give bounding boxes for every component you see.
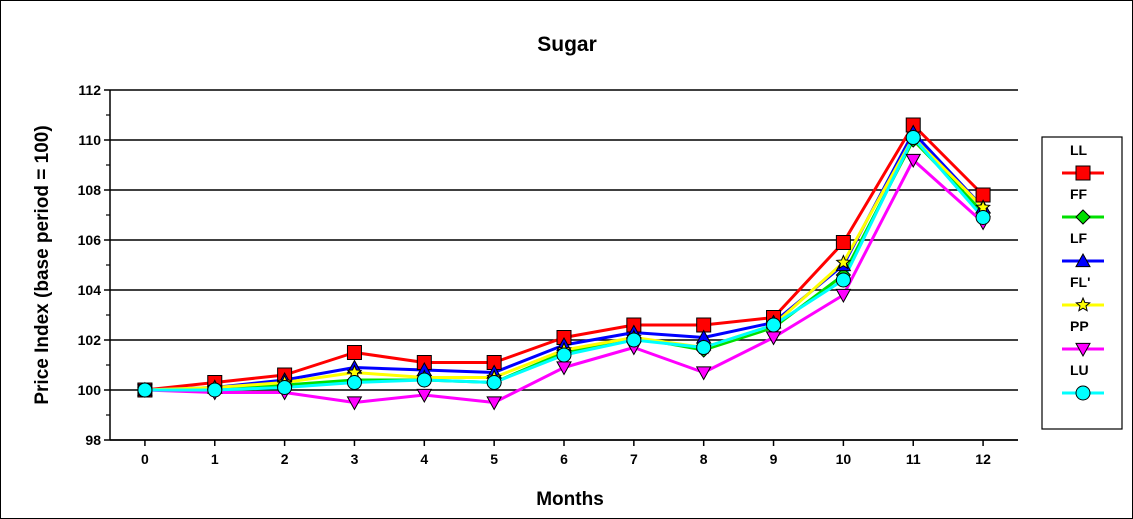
point-lu xyxy=(766,317,782,333)
x-tick-label: 4 xyxy=(420,451,428,467)
legend-label-lu: LU xyxy=(1070,362,1089,378)
legend-marker-fl xyxy=(1075,296,1091,312)
point-lu xyxy=(905,130,921,145)
x-tick-label: 5 xyxy=(490,451,498,467)
point-pp xyxy=(416,388,433,404)
y-tick-label: 106 xyxy=(78,232,102,248)
point-lu xyxy=(486,375,502,390)
legend-marker-pp xyxy=(1075,342,1091,358)
legend-label-pp: PP xyxy=(1070,318,1089,334)
x-tick-label: 2 xyxy=(281,451,289,467)
point-pp xyxy=(905,153,922,169)
legend-box xyxy=(1041,136,1123,430)
x-tick-label: 7 xyxy=(630,451,638,467)
point-pp xyxy=(556,361,572,376)
legend-marker-ff xyxy=(1075,209,1091,225)
x-tick-label: 9 xyxy=(770,451,778,467)
point-pp xyxy=(346,396,363,411)
y-tick-label: 112 xyxy=(78,82,101,98)
point-pp xyxy=(765,331,782,346)
y-tick-label: 108 xyxy=(78,182,102,198)
legend-label-fl: FL' xyxy=(1070,274,1090,290)
legend-marker-lu xyxy=(1075,385,1091,401)
x-tick-label: 11 xyxy=(906,451,921,467)
legend-marker-ll xyxy=(1075,165,1091,181)
x-tick-label: 8 xyxy=(700,451,708,467)
point-lu xyxy=(696,340,712,355)
point-ll xyxy=(835,235,851,250)
legend-label-ff: FF xyxy=(1070,186,1088,202)
chart-title: Sugar xyxy=(537,33,597,56)
legend-label-ll: LL xyxy=(1070,142,1088,158)
point-lu xyxy=(556,347,572,363)
x-axis-label: Months xyxy=(536,489,604,510)
y-tick-label: 100 xyxy=(78,382,102,398)
x-tick-label: 12 xyxy=(975,451,991,467)
x-tick-label: 1 xyxy=(211,451,219,467)
point-fl xyxy=(835,254,852,270)
point-pp xyxy=(835,288,852,304)
x-tick-label: 10 xyxy=(836,451,852,467)
point-lu xyxy=(975,210,991,225)
x-tick-label: 6 xyxy=(560,451,568,467)
point-lu xyxy=(626,332,642,348)
y-axis-label: Price Index (base period = 100) xyxy=(32,125,53,404)
point-lu xyxy=(416,372,432,388)
x-tick-label: 0 xyxy=(141,451,149,467)
point-lu xyxy=(346,375,362,390)
y-tick-label: 98 xyxy=(85,432,101,448)
point-lu xyxy=(137,382,153,398)
y-tick-label: 110 xyxy=(78,132,101,148)
point-lu xyxy=(207,382,223,398)
x-tick-label: 3 xyxy=(351,451,359,467)
legend-marker-lf xyxy=(1075,252,1091,268)
legend-label-lf: LF xyxy=(1070,230,1088,246)
point-lu xyxy=(835,272,851,288)
y-tick-label: 104 xyxy=(78,282,102,298)
y-tick-label: 102 xyxy=(78,332,102,348)
point-pp xyxy=(695,366,712,381)
point-ll xyxy=(346,345,362,360)
point-pp xyxy=(486,396,503,411)
point-lu xyxy=(277,380,293,395)
